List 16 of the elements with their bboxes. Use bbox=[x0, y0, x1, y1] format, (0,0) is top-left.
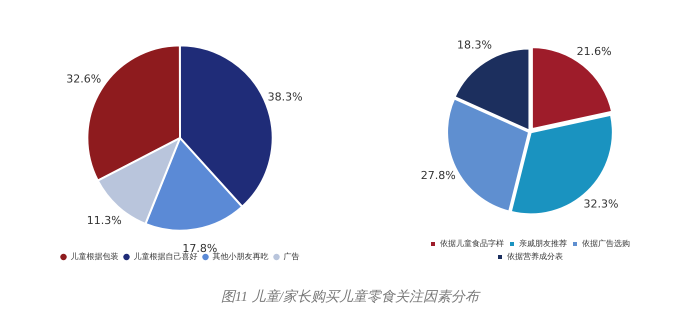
data-label: 11.3% bbox=[86, 214, 122, 228]
legend-label: 广告 bbox=[284, 252, 300, 262]
legend-label: 依据营养成分表 bbox=[507, 252, 563, 262]
legend-label: 儿童根据自己喜好 bbox=[134, 252, 198, 262]
legend-label: 亲戚朋友推荐 bbox=[519, 239, 567, 248]
data-label: 27.8% bbox=[420, 168, 456, 182]
legend-label: 依据儿童食品字样 bbox=[440, 239, 504, 248]
data-label: 18.3% bbox=[457, 38, 492, 52]
legend-label: 儿童根据包装 bbox=[70, 252, 118, 262]
legend-label: 其他小朋友再吃 bbox=[212, 252, 268, 262]
legend-label: 依据广告选购 bbox=[582, 239, 630, 248]
caption: 图11 儿童/家长购买儿童零食关注因素分布 bbox=[220, 288, 482, 306]
data-label: 32.6% bbox=[66, 72, 102, 86]
data-label: 32.3% bbox=[584, 198, 618, 211]
data-label: 38.3% bbox=[268, 90, 303, 104]
data-label: 21.6% bbox=[576, 44, 612, 58]
